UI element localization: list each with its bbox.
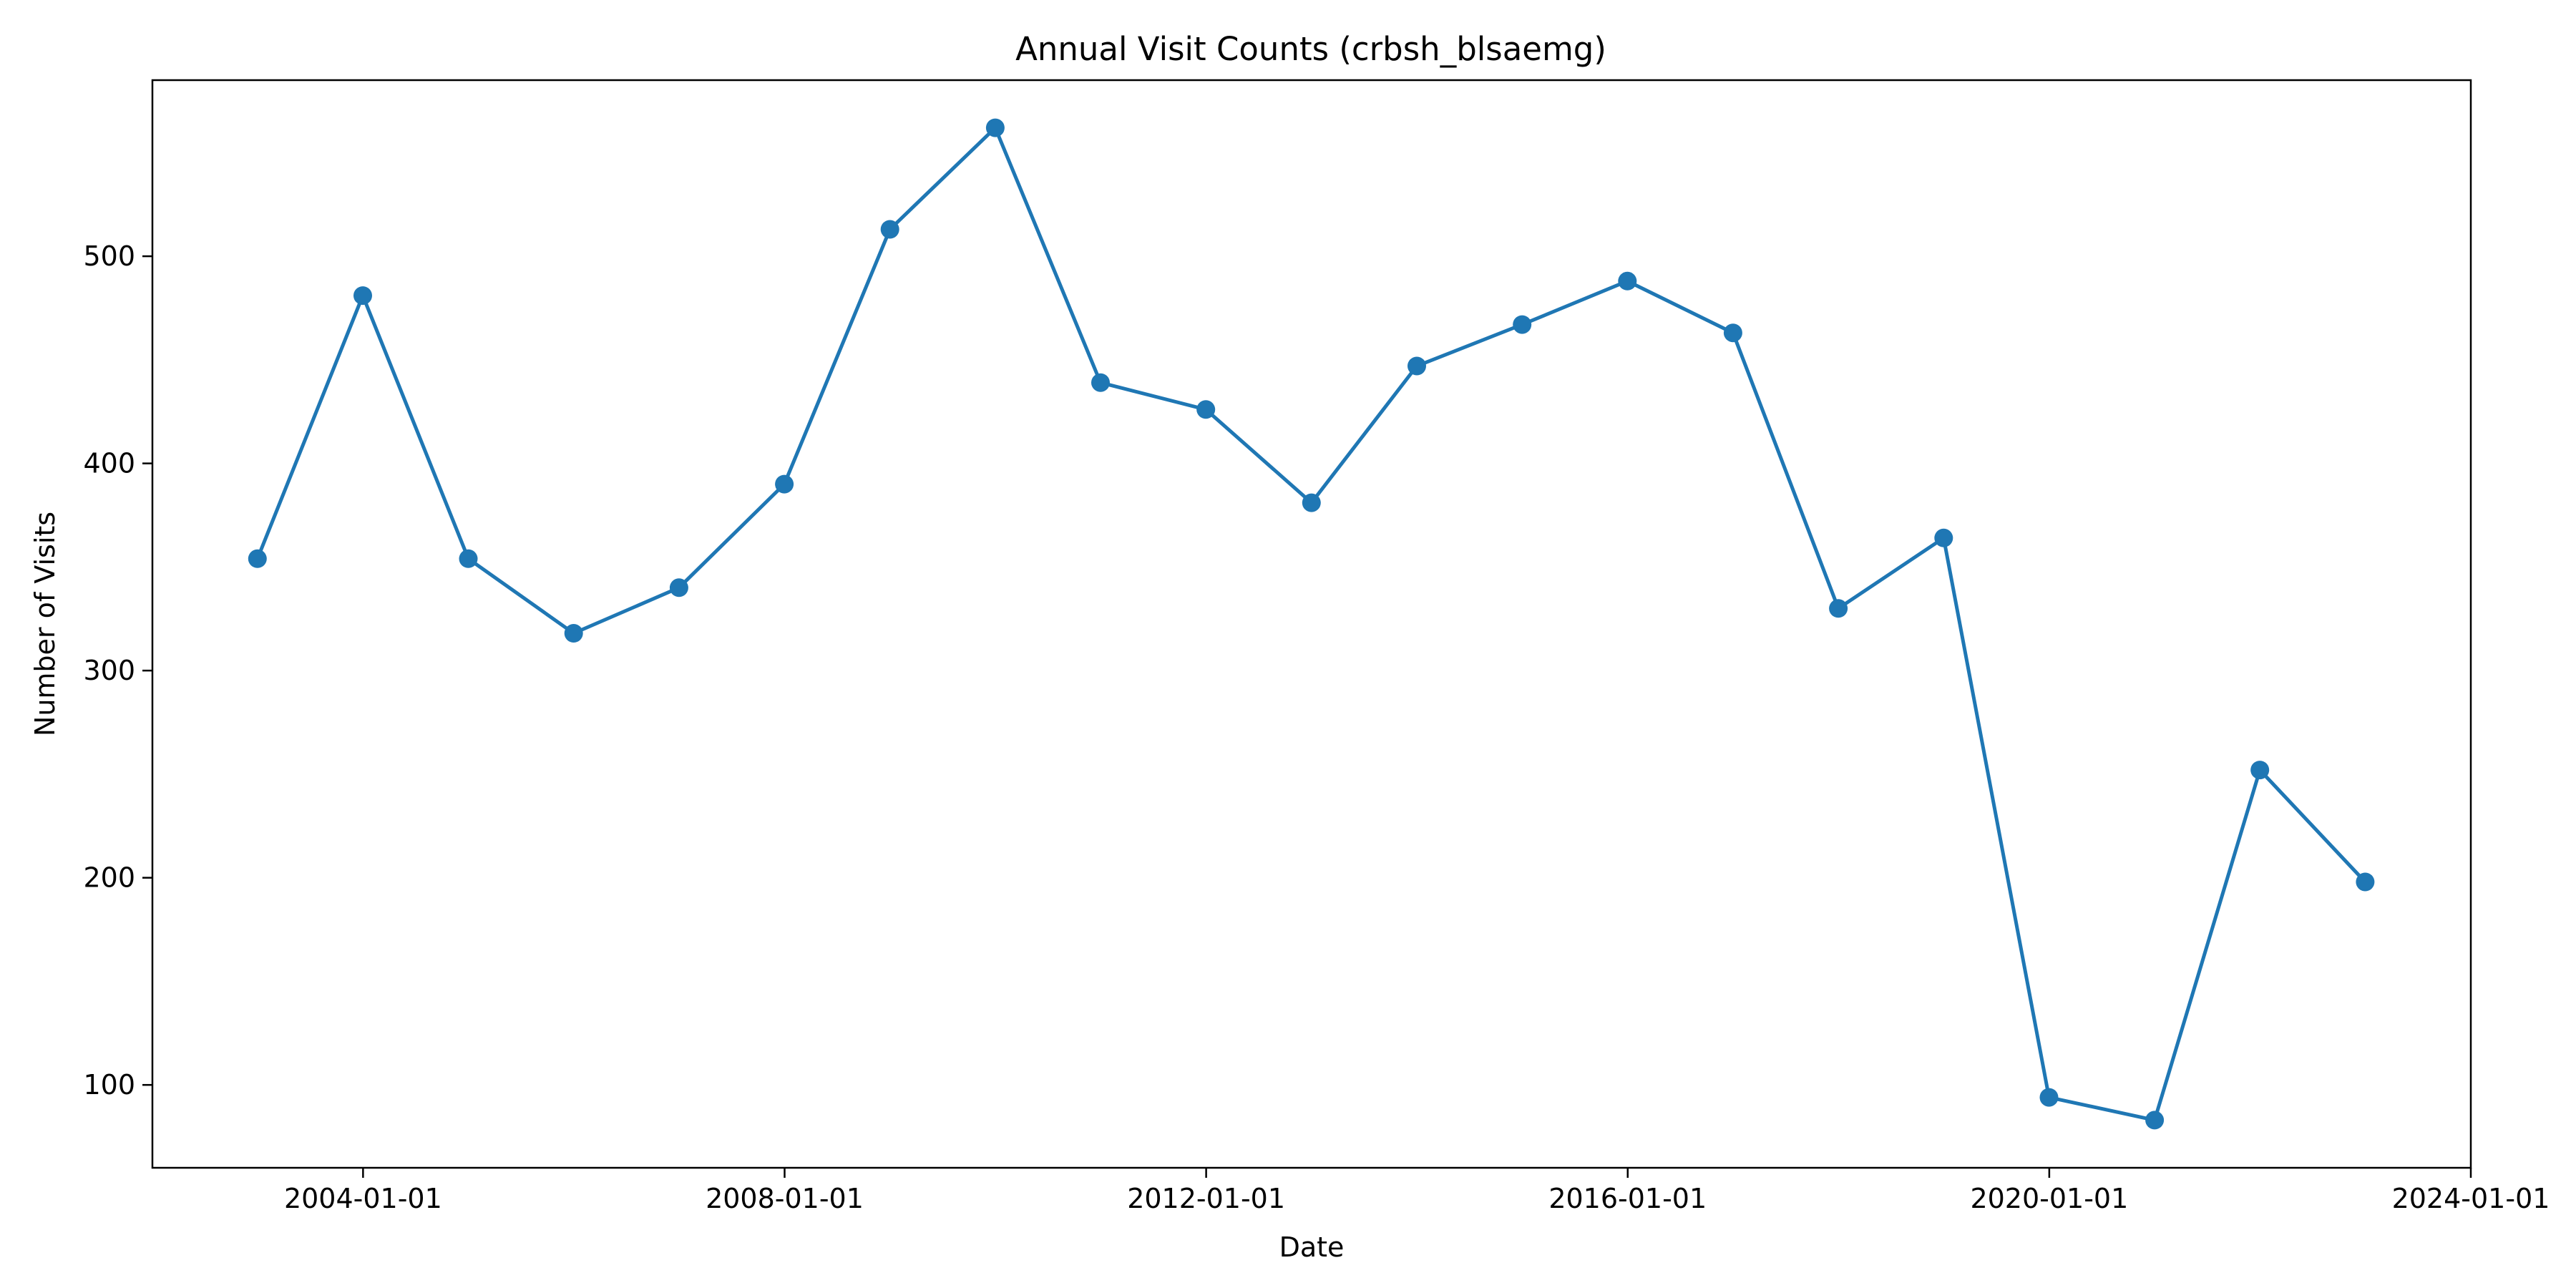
x-tick-label: 2016-01-01: [1548, 1183, 1707, 1214]
data-point: [2145, 1111, 2165, 1130]
plot-frame: [151, 79, 2472, 1169]
data-point: [564, 624, 583, 643]
data-point: [1513, 315, 1532, 334]
data-point: [775, 474, 794, 494]
data-point: [353, 286, 372, 306]
y-axis-label: Number of Visits: [29, 512, 61, 736]
x-tick-label: 2004-01-01: [284, 1183, 442, 1214]
data-point: [1196, 400, 1216, 419]
data-point: [985, 118, 1005, 137]
data-point: [459, 549, 478, 568]
x-tick-label: 2012-01-01: [1127, 1183, 1285, 1214]
data-point: [2039, 1088, 2059, 1107]
x-tick-label: 2020-01-01: [1970, 1183, 2128, 1214]
data-point: [2356, 872, 2375, 892]
chart-title: Annual Visit Counts (crbsh_blsaemg): [1015, 30, 1606, 68]
data-point: [1829, 599, 1848, 618]
data-point: [2250, 761, 2270, 780]
y-tick-label: 100: [83, 1069, 135, 1101]
data-point: [669, 578, 688, 597]
plot-area: [248, 118, 2375, 1130]
series-line-0: [255, 126, 2367, 1122]
axes: 2004-01-01 2008-01-01 2012-01-01 2016-01-01…: [83, 240, 2550, 1214]
data-point: [1302, 493, 1321, 512]
data-point: [1618, 271, 1637, 291]
y-tick-label: 400: [83, 448, 135, 479]
data-point: [1407, 356, 1426, 376]
data-point: [1091, 373, 1110, 392]
data-point: [880, 220, 899, 239]
y-tick-label: 300: [83, 655, 135, 686]
x-tick-label: 2008-01-01: [706, 1183, 864, 1214]
data-point: [1723, 323, 1742, 343]
y-tick-label: 500: [83, 240, 135, 272]
data-point: [1934, 528, 1953, 547]
data-point: [248, 549, 267, 568]
x-axis-label: Date: [1279, 1231, 1345, 1263]
y-tick-label: 200: [83, 862, 135, 894]
x-tick-label: 2024-01-01: [2392, 1183, 2550, 1214]
